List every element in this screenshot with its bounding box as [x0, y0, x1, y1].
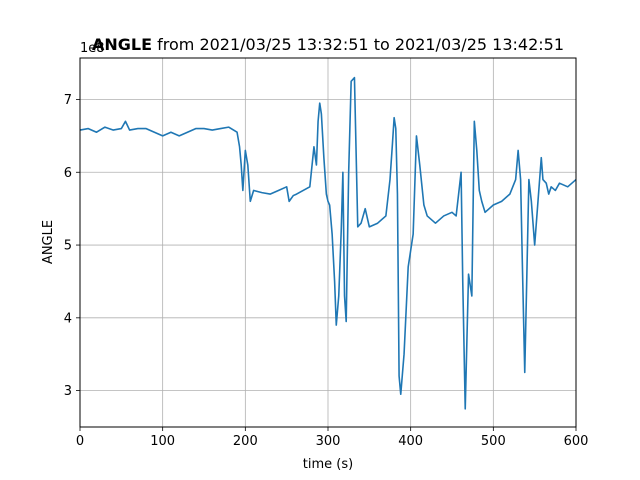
- y-tick-label: 6: [64, 166, 72, 181]
- x-tick-label: 200: [233, 434, 258, 449]
- x-tick-label: 0: [76, 434, 84, 449]
- x-tick-label: 600: [564, 434, 589, 449]
- y-tick-label: 5: [64, 239, 72, 254]
- x-tick-label: 400: [398, 434, 423, 449]
- grid-lines: [79, 58, 577, 427]
- y-axis-label: ANGLE: [41, 220, 56, 264]
- x-tick-label: 300: [316, 434, 341, 449]
- x-tick-label: 100: [150, 434, 175, 449]
- y-tick-label: 3: [64, 384, 72, 399]
- y-offset-text: 1e8: [80, 41, 105, 56]
- series-layer: [79, 76, 577, 410]
- angle-series-line: [79, 76, 577, 410]
- axis-ticks: 0 100 200 300 400 500 600 3 4 5 6 7: [64, 93, 589, 449]
- chart-title: ANGLE from 2021/03/25 13:32:51 to 2021/0…: [92, 35, 564, 54]
- x-axis-label: time (s): [303, 457, 353, 472]
- x-tick-label: 500: [481, 434, 506, 449]
- chart-title-bold: ANGLE: [92, 35, 152, 54]
- y-tick-label: 7: [64, 93, 72, 108]
- chart-title-rest: from 2021/03/25 13:32:51 to 2021/03/25 1…: [152, 35, 564, 54]
- y-tick-label: 4: [64, 311, 72, 326]
